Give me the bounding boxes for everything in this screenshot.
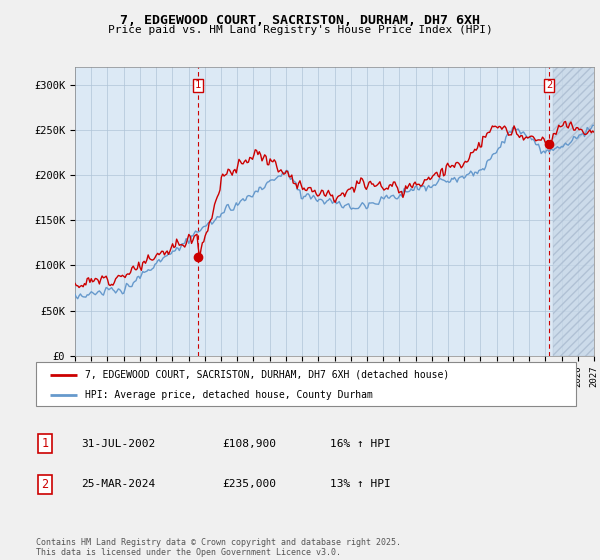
Text: 2: 2	[41, 478, 49, 491]
Text: £235,000: £235,000	[222, 479, 276, 489]
Text: Price paid vs. HM Land Registry's House Price Index (HPI): Price paid vs. HM Land Registry's House …	[107, 25, 493, 35]
Text: 1: 1	[195, 80, 201, 90]
Text: 16% ↑ HPI: 16% ↑ HPI	[330, 438, 391, 449]
Text: 7, EDGEWOOD COURT, SACRISTON, DURHAM, DH7 6XH (detached house): 7, EDGEWOOD COURT, SACRISTON, DURHAM, DH…	[85, 370, 449, 380]
Text: 7, EDGEWOOD COURT, SACRISTON, DURHAM, DH7 6XH: 7, EDGEWOOD COURT, SACRISTON, DURHAM, DH…	[120, 14, 480, 27]
Text: 25-MAR-2024: 25-MAR-2024	[81, 479, 155, 489]
Text: 31-JUL-2002: 31-JUL-2002	[81, 438, 155, 449]
Text: 1: 1	[41, 437, 49, 450]
Text: Contains HM Land Registry data © Crown copyright and database right 2025.
This d: Contains HM Land Registry data © Crown c…	[36, 538, 401, 557]
Text: HPI: Average price, detached house, County Durham: HPI: Average price, detached house, Coun…	[85, 390, 373, 400]
Text: £108,900: £108,900	[222, 438, 276, 449]
Bar	[553, 67, 600, 356]
Text: 2: 2	[546, 80, 552, 90]
Text: 13% ↑ HPI: 13% ↑ HPI	[330, 479, 391, 489]
